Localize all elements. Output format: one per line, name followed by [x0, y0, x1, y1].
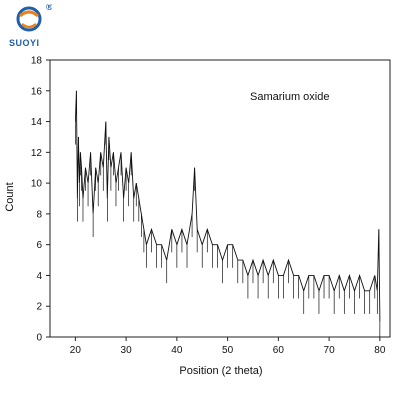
plot-area-border	[49, 59, 391, 338]
x-tick-label: 30	[121, 345, 133, 356]
plot-frame	[49, 59, 391, 338]
y-tick-label: 4	[36, 271, 42, 282]
brand-emblem-icon	[16, 6, 42, 32]
series-line	[74, 90, 381, 322]
y-tick-label: 8	[36, 209, 42, 220]
x-tick-label: 60	[273, 345, 285, 356]
x-tick-label: 70	[324, 345, 336, 356]
y-tick-label: 14	[31, 117, 43, 128]
y-tick-label: 2	[36, 302, 42, 313]
y-tick-label: 0	[36, 333, 42, 344]
series-annotation: Samarium oxide	[250, 91, 329, 103]
y-tick-label: 10	[31, 179, 43, 190]
x-tick-label: 50	[222, 345, 234, 356]
y-tick-label: 6	[36, 240, 42, 251]
y-axis-title: Count	[4, 182, 16, 211]
series-group	[74, 90, 381, 337]
y-tick-label: 12	[31, 148, 43, 159]
y-tick-label: 18	[31, 56, 43, 67]
x-axis-title: Position (2 theta)	[179, 365, 262, 377]
y-tick-label: 16	[31, 86, 43, 97]
x-tick-label: 40	[171, 345, 183, 356]
axis-ticks: 20 30 40 50 60 70 80 0 2 4 6 8 10 12 14 16 18	[31, 56, 386, 357]
x-tick-label: 80	[374, 345, 386, 356]
x-tick-label: 20	[70, 345, 82, 356]
brand-registered-mark: ®	[46, 4, 52, 12]
brand-logo: SUOYI ®	[9, 4, 52, 48]
brand-name: SUOYI	[9, 38, 40, 48]
